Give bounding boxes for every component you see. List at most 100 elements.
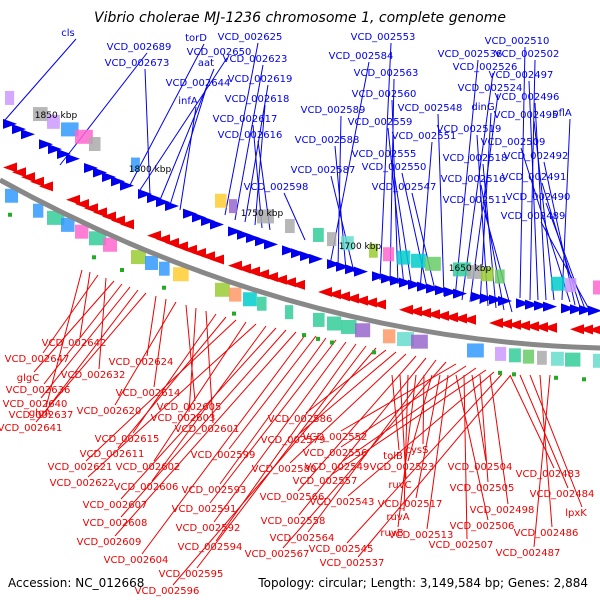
forward-gene-arrow <box>192 212 206 223</box>
gene-leader-line <box>461 72 494 301</box>
feature-block <box>243 292 257 307</box>
reverse-gene-arrow <box>435 310 449 321</box>
feature-marker <box>232 311 236 316</box>
gene-leader-line <box>533 374 551 548</box>
gene-leader-line <box>340 365 467 448</box>
gene-label-top: VCD_002510 <box>485 36 550 47</box>
gene-label-bottom: VCD_002615 <box>95 434 160 445</box>
gene-leader-line <box>120 329 287 518</box>
gene-label-bottom: VCD_002505 <box>450 483 515 494</box>
feature-block <box>215 282 230 297</box>
forward-gene-arrow <box>12 124 26 135</box>
gene-label-bottom: VCD_002567 <box>245 549 310 560</box>
forward-gene-arrow <box>201 215 215 226</box>
gene-leader-line <box>329 61 370 266</box>
feature-block <box>411 253 426 268</box>
feature-block <box>285 305 294 320</box>
reverse-gene-arrow <box>3 162 17 173</box>
gene-label-bottom: VCD_002620 <box>77 406 142 417</box>
gene-leader-line <box>455 374 489 521</box>
feature-block <box>425 256 441 271</box>
gene-label-bottom: VCD_002504 <box>448 462 513 473</box>
gene-leader-line <box>129 43 205 186</box>
gene-label-bottom: VCD_002486 <box>514 528 579 539</box>
forward-gene-arrow <box>525 299 539 310</box>
feature-marker <box>302 333 306 338</box>
gene-label-bottom: cysS <box>406 445 429 456</box>
feature-marker <box>162 285 166 290</box>
feature-marker <box>8 212 12 217</box>
reverse-gene-arrow <box>147 230 161 241</box>
gene-leader-line <box>347 371 495 497</box>
gene-label-bottom: VCD_002537 <box>320 558 385 569</box>
forward-gene-arrow <box>21 129 35 140</box>
reverse-gene-arrow <box>84 203 98 214</box>
gene-leader-line <box>357 375 511 558</box>
gene-label-top: VCD_002490 <box>506 192 571 203</box>
feature-block <box>495 269 505 284</box>
feature-block <box>593 353 600 368</box>
forward-gene-arrow <box>282 245 296 256</box>
reverse-gene-arrow <box>165 237 179 248</box>
gene-leader-line <box>298 357 427 516</box>
forward-gene-arrow <box>354 266 368 277</box>
gene-leader-line <box>528 80 539 301</box>
gene-label-bottom: VCD_002605 <box>157 402 222 413</box>
forward-gene-arrow <box>3 118 17 129</box>
gene-label-top: VCD_002587 <box>291 165 356 176</box>
forward-gene-arrow <box>570 304 584 315</box>
feature-block <box>103 237 118 252</box>
reverse-gene-arrow <box>408 306 422 317</box>
feature-block <box>551 276 565 291</box>
gene-label-top: VCD_002553 <box>351 32 416 43</box>
feature-block <box>257 296 267 311</box>
gene-label-top: VCD_002616 <box>218 130 283 141</box>
gene-leader-line <box>209 339 337 504</box>
forward-gene-arrow <box>165 201 179 212</box>
feature-block <box>61 217 75 232</box>
gene-leader-line <box>289 353 407 464</box>
topology-label: Topology: circular; Length: 3,149,584 bp… <box>258 576 588 590</box>
feature-marker <box>512 372 516 377</box>
reverse-gene-arrow <box>453 313 467 324</box>
gene-label-top: VCD_002497 <box>489 70 554 81</box>
feature-block <box>75 129 93 144</box>
reverse-gene-arrow <box>120 219 134 230</box>
forward-gene-arrow <box>120 180 134 191</box>
gene-label-bottom: VCD_002507 <box>429 540 494 551</box>
gene-label-bottom: VCD_002604 <box>104 555 169 566</box>
gene-leader-line <box>254 104 266 226</box>
gene-leader-line <box>545 202 586 310</box>
reverse-gene-arrow <box>372 299 386 310</box>
forward-gene-arrow <box>543 301 557 312</box>
gene-label-top: VCD_002563 <box>354 68 419 79</box>
gene-label-bottom: VCD_002640 <box>3 399 68 410</box>
gene-leader-line <box>482 205 513 313</box>
accession-label: Accession: NC_012668 <box>8 576 145 590</box>
gene-leader-line <box>33 280 115 373</box>
gene-label-bottom: tolB <box>383 451 403 462</box>
gene-leader-line <box>42 274 99 354</box>
forward-gene-arrow <box>39 139 53 150</box>
gene-label-bottom: VCD_002642 <box>42 338 107 349</box>
feature-marker <box>498 370 502 375</box>
gene-label-bottom: VCD_002487 <box>496 548 561 559</box>
feature-block <box>61 122 79 137</box>
gene-leader-line <box>471 374 487 462</box>
gene-label-bottom: VCD_002596 <box>135 586 200 597</box>
forward-gene-arrow <box>102 171 116 182</box>
gene-label-top: VCD_002524 <box>458 83 523 94</box>
gene-label-bottom: VCD_002607 <box>83 500 148 511</box>
forward-gene-arrow <box>408 279 422 290</box>
feature-block <box>5 90 15 105</box>
gene-label-bottom: VCD_002498 <box>470 505 535 516</box>
reverse-gene-arrow <box>579 324 593 335</box>
feature-block <box>229 287 242 302</box>
gene-label-bottom: VCD_002614 <box>116 388 181 399</box>
feature-block <box>481 267 494 282</box>
map-title: Vibrio cholerae MJ-1236 chromosome 1, co… <box>94 10 506 26</box>
gene-label-top: torD <box>185 33 207 44</box>
feature-block <box>593 280 600 295</box>
gene-leader-line <box>411 192 437 295</box>
reverse-gene-arrow <box>507 319 521 330</box>
